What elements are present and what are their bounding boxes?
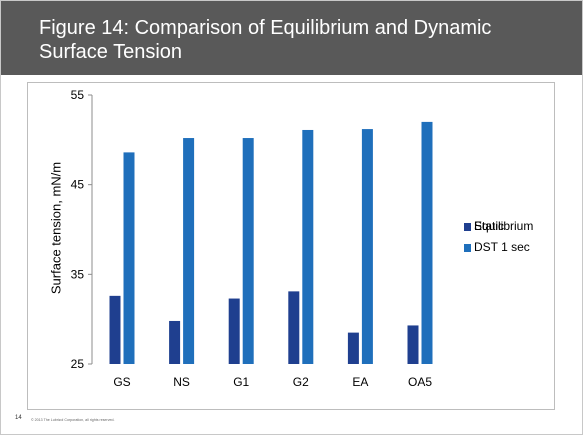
legend-label-equilibrium: Equilibrium <box>474 219 534 233</box>
bar-dst-ns <box>183 138 195 364</box>
bar-static-ea <box>347 332 359 364</box>
y-tick-label: 35 <box>71 267 85 281</box>
x-tick-label: EA <box>352 375 368 389</box>
y-tick-label: 25 <box>71 357 85 371</box>
x-tick-label: G1 <box>233 375 249 389</box>
x-tick-label: NS <box>173 375 190 389</box>
bar-dst-gs <box>123 152 135 364</box>
legend-label-dst: DST 1 sec <box>474 240 530 254</box>
y-tick-label: 55 <box>71 88 85 102</box>
legend-swatch-dst <box>464 244 471 252</box>
copyright-notice: © 2013 The Lubrizol Corporation, all rig… <box>31 418 115 422</box>
bar-dst-ea <box>361 129 373 364</box>
y-axis-label: Surface tension, mN/m <box>48 161 64 295</box>
bar-static-gs <box>109 295 121 364</box>
bar-static-g1 <box>228 298 240 364</box>
bar-dst-oa5 <box>421 121 433 365</box>
title-bar: Figure 14: Comparison of Equilibrium and… <box>1 1 582 75</box>
bar-static-g2 <box>288 291 300 364</box>
page-number: 14 <box>15 415 22 421</box>
bar-dst-g1 <box>242 138 254 364</box>
bar-static-oa5 <box>407 325 419 364</box>
bar-static-ns <box>169 320 181 364</box>
bar-dst-g2 <box>302 129 314 364</box>
x-tick-label: G2 <box>293 375 309 389</box>
legend-label-static: Static <box>474 219 505 233</box>
x-tick-label: OA5 <box>408 375 432 389</box>
x-tick-label: GS <box>113 375 130 389</box>
legend-swatch-static <box>464 223 471 231</box>
slide-title: Figure 14: Comparison of Equilibrium and… <box>39 17 492 63</box>
y-tick-label: 45 <box>71 178 85 192</box>
